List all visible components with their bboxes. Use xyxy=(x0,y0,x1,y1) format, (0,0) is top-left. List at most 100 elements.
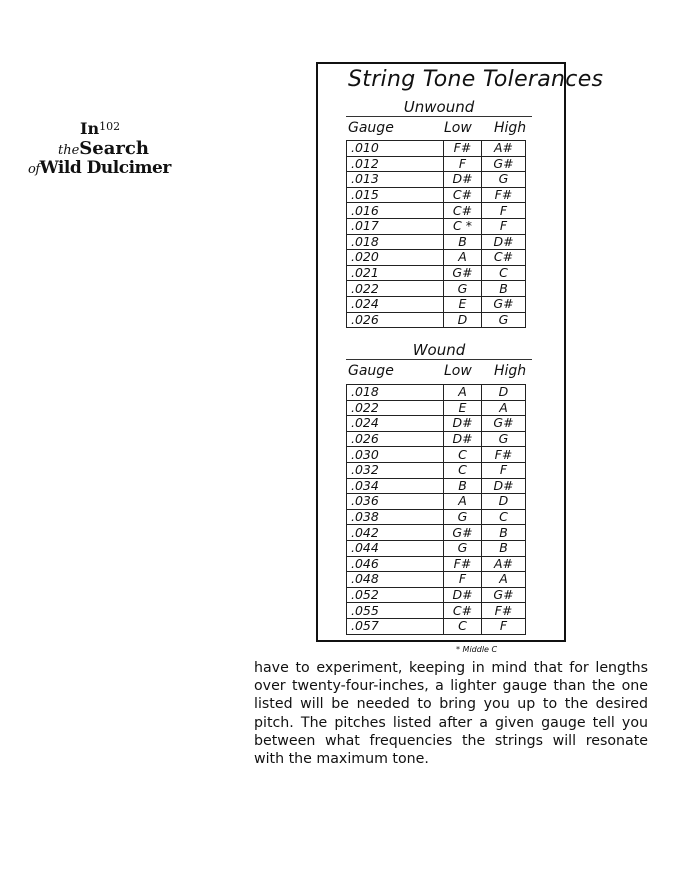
table-row: .018 B D# xyxy=(346,233,526,251)
logo-the: the xyxy=(58,143,80,158)
gauge-cell: .046 xyxy=(346,555,444,573)
gauge-cell: .042 xyxy=(346,524,444,541)
high-cell: B xyxy=(481,280,526,297)
table-row: .024 E G# xyxy=(346,295,526,313)
high-cell: A xyxy=(481,571,526,588)
low-cell: G xyxy=(443,539,482,557)
table-row: .018 A D xyxy=(346,384,526,401)
unwound-table: .010 F# A# .012 F G# .013 D# G .015 C# F# .016 C# F .01… xyxy=(346,140,526,329)
gauge-cell: .015 xyxy=(346,186,444,204)
wound-heading: Wound xyxy=(346,342,532,360)
gauge-cell: .022 xyxy=(346,280,444,297)
low-cell: D# xyxy=(443,586,482,604)
high-header: High xyxy=(494,120,527,136)
low-cell: F# xyxy=(443,555,482,573)
low-cell: C# xyxy=(443,186,482,204)
low-cell: F# xyxy=(443,140,482,157)
page-number: 102 xyxy=(99,120,121,133)
high-cell: A# xyxy=(481,555,526,573)
low-cell: C# xyxy=(443,602,482,619)
low-cell: A xyxy=(443,249,482,266)
high-cell: F# xyxy=(481,602,526,619)
high-cell: B xyxy=(481,524,526,541)
gauge-cell: .030 xyxy=(346,446,444,463)
gauge-cell: .034 xyxy=(346,477,444,495)
high-header: High xyxy=(494,363,527,379)
low-header: Low xyxy=(444,363,472,379)
gauge-cell: .012 xyxy=(346,155,444,173)
table-row: .010 F# A# xyxy=(346,140,526,157)
high-cell: D xyxy=(481,493,526,510)
table-row: .044 G B xyxy=(346,539,526,557)
low-cell: G xyxy=(443,508,482,526)
table-row: .036 A D xyxy=(346,493,526,510)
gauge-header: Gauge xyxy=(348,120,394,136)
logo-in: In xyxy=(80,119,100,138)
high-cell: G xyxy=(481,430,526,448)
high-cell: F xyxy=(481,202,526,219)
high-cell: G# xyxy=(481,155,526,173)
low-cell: A xyxy=(443,384,482,401)
table-row: .022 E A xyxy=(346,399,526,417)
wound-column-headers: Gauge Low High xyxy=(346,362,532,380)
gauge-cell: .055 xyxy=(346,602,444,619)
low-cell: D# xyxy=(443,171,482,188)
high-cell: G xyxy=(481,171,526,188)
table-row: .030 C F# xyxy=(346,446,526,463)
chart-panel xyxy=(316,62,566,642)
gauge-cell: .021 xyxy=(346,264,444,282)
gauge-header: Gauge xyxy=(348,363,394,379)
gauge-cell: .052 xyxy=(346,586,444,604)
low-cell: D xyxy=(443,311,482,329)
gauge-cell: .036 xyxy=(346,493,444,510)
table-row: .057 C F xyxy=(346,617,526,635)
table-row: .024 D# G# xyxy=(346,415,526,432)
table-row: .026 D# G xyxy=(346,430,526,448)
table-row: .017 C * F xyxy=(346,217,526,235)
table-row: .046 F# A# xyxy=(346,555,526,573)
low-cell: B xyxy=(443,233,482,251)
low-cell: G# xyxy=(443,264,482,282)
gauge-cell: .032 xyxy=(346,461,444,479)
low-cell: E xyxy=(443,295,482,313)
table-row: .022 G B xyxy=(346,280,526,297)
low-cell: B xyxy=(443,477,482,495)
wound-table: .018 A D .022 E A .024 D# G# .026 D# G .030 C F# .032 C F… xyxy=(346,384,526,635)
gauge-cell: .057 xyxy=(346,617,444,635)
low-cell: C xyxy=(443,461,482,479)
gauge-cell: .024 xyxy=(346,295,444,313)
gauge-cell: .022 xyxy=(346,399,444,417)
table-row: .016 C# F xyxy=(346,202,526,219)
high-cell: D# xyxy=(481,477,526,495)
high-cell: G# xyxy=(481,295,526,313)
low-cell: D# xyxy=(443,430,482,448)
gauge-cell: .048 xyxy=(346,571,444,588)
gauge-cell: .026 xyxy=(346,430,444,448)
table-row: .042 G# B xyxy=(346,524,526,541)
logo-search: Search xyxy=(79,138,149,159)
gauge-cell: .016 xyxy=(346,202,444,219)
high-cell: C# xyxy=(481,249,526,266)
high-cell: A xyxy=(481,399,526,417)
gauge-cell: .026 xyxy=(346,311,444,329)
gauge-cell: .018 xyxy=(346,233,444,251)
table-row: .013 D# G xyxy=(346,171,526,188)
high-cell: G# xyxy=(481,586,526,604)
high-cell: C xyxy=(481,508,526,526)
logo-of: of xyxy=(28,162,40,177)
table-row: .032 C F xyxy=(346,461,526,479)
low-cell: F xyxy=(443,155,482,173)
high-cell: C xyxy=(481,264,526,282)
table-row: .026 D G xyxy=(346,311,526,329)
logo-wild-dulcimer: Wild Dulcimer xyxy=(39,158,172,178)
gauge-cell: .044 xyxy=(346,539,444,557)
low-cell: C# xyxy=(443,202,482,219)
gauge-cell: .018 xyxy=(346,384,444,401)
high-cell: F# xyxy=(481,446,526,463)
high-cell: F xyxy=(481,217,526,235)
table-row: .052 D# G# xyxy=(346,586,526,604)
gauge-cell: .017 xyxy=(346,217,444,235)
table-row: .055 C# F# xyxy=(346,602,526,619)
table-row: .048 F A xyxy=(346,571,526,588)
low-cell: G# xyxy=(443,524,482,541)
